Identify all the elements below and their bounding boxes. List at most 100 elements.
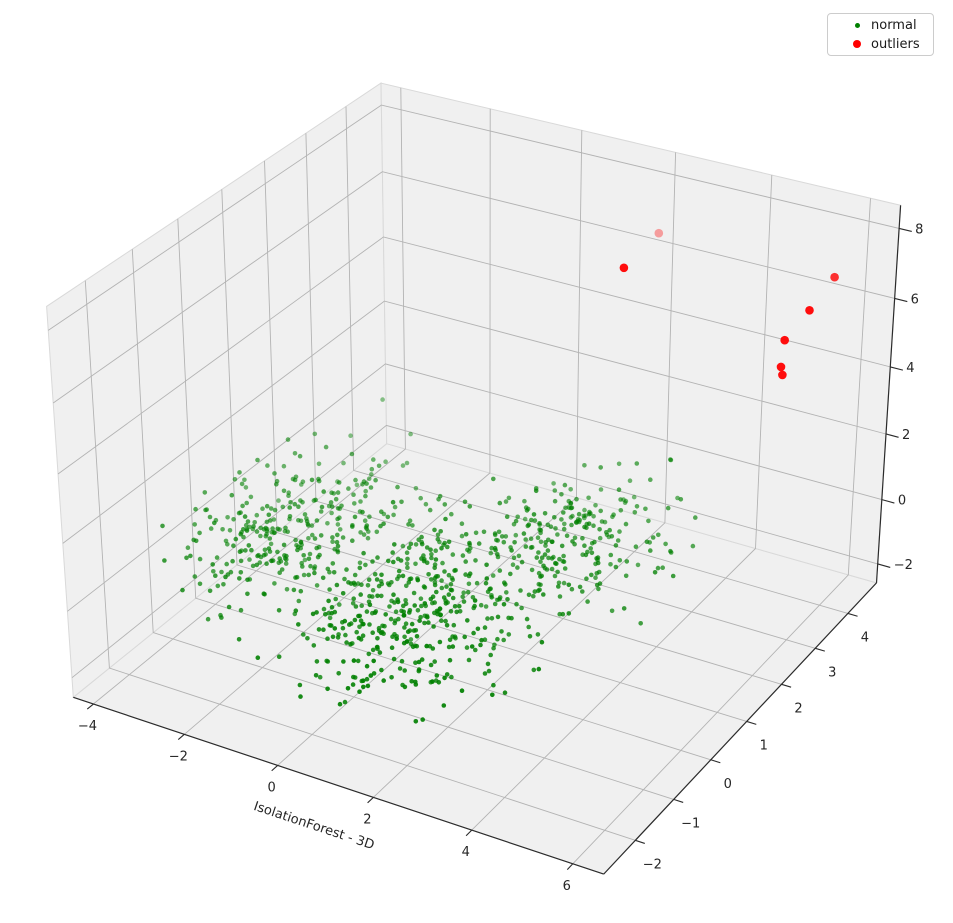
normal-point [555,532,560,537]
normal-point [380,623,385,629]
normal-point [466,657,472,663]
normal-point [262,547,268,553]
normal-point [335,522,341,527]
normal-point [514,601,519,607]
normal-point [238,570,244,575]
normal-point [396,574,402,579]
normal-point [572,535,578,540]
normal-point [435,611,440,617]
normal-point [404,561,410,566]
normal-point [449,511,454,517]
normal-point [292,501,298,507]
normal-point [546,555,551,561]
y-tick-label: 1 [760,738,768,753]
normal-point [604,530,609,535]
normal-marker-icon [854,22,860,28]
normal-point [631,494,637,500]
normal-point [582,543,587,548]
normal-point [367,602,373,608]
normal-point [532,589,538,594]
normal-point [392,600,397,605]
normal-point [561,510,566,515]
normal-point [379,572,384,578]
normal-point [335,516,340,522]
normal-point [296,518,301,523]
normal-point [193,506,198,512]
normal-point [335,490,341,495]
normal-point [364,609,370,614]
normal-point [332,626,338,631]
normal-point [317,674,323,680]
normal-point [448,609,454,614]
normal-point [532,518,538,523]
normal-point [536,666,542,672]
normal-point [411,628,417,633]
normal-point [400,573,406,579]
normal-point [279,567,285,572]
normal-point [524,616,530,622]
normal-point [225,515,230,520]
normal-point [381,521,386,527]
axis-lines [73,205,912,875]
normal-point [485,616,490,621]
normal-point [479,637,484,643]
normal-point [460,553,466,558]
normal-point [648,548,653,553]
normal-point [569,522,574,528]
normal-point [162,558,167,563]
normal-point [402,625,407,630]
legend-marker-wrap [850,22,864,28]
outliers-marker-icon [853,40,861,48]
normal-point [357,560,363,566]
normal-point [331,570,337,575]
normal-point [576,511,582,517]
normal-point [463,532,469,537]
z-tick-label: −2 [894,558,913,573]
normal-point [399,499,404,505]
y-tick-mark [710,759,721,764]
normal-point [561,526,567,532]
normal-point [450,644,456,649]
normal-point [371,658,377,664]
normal-point [564,533,570,538]
normal-point [288,500,293,505]
normal-point [350,524,355,529]
normal-point [410,644,416,650]
outlier-point [776,362,786,372]
normal-point [613,564,619,570]
normal-point [646,518,651,524]
normal-point [374,529,380,535]
normal-point [340,535,346,540]
y-grid-line [264,160,782,685]
normal-point [376,463,382,469]
normal-point [443,601,449,606]
normal-point [559,492,564,497]
normal-point [569,586,575,592]
normal-point [347,622,352,627]
normal-point [632,510,638,515]
normal-point [623,521,629,527]
normal-point [352,514,358,520]
normal-point [306,572,312,578]
normal-point [499,534,505,539]
normal-point [450,577,456,583]
normal-point [489,595,495,600]
normal-point [277,556,283,561]
normal-point [192,574,198,579]
normal-point [556,584,561,589]
normal-point [263,533,269,539]
normal-point [439,546,444,551]
outlier-point [780,335,789,345]
normal-point [434,673,440,678]
normal-point [424,643,430,649]
x-grid-line [184,108,491,735]
normal-point [277,570,283,575]
normal-point [495,538,501,543]
normal-point [415,608,421,613]
normal-point [281,463,287,469]
normal-point [369,466,375,472]
normal-point [395,484,400,490]
normal-point [448,587,454,593]
normal-point [293,575,298,580]
normal-point [301,553,307,558]
